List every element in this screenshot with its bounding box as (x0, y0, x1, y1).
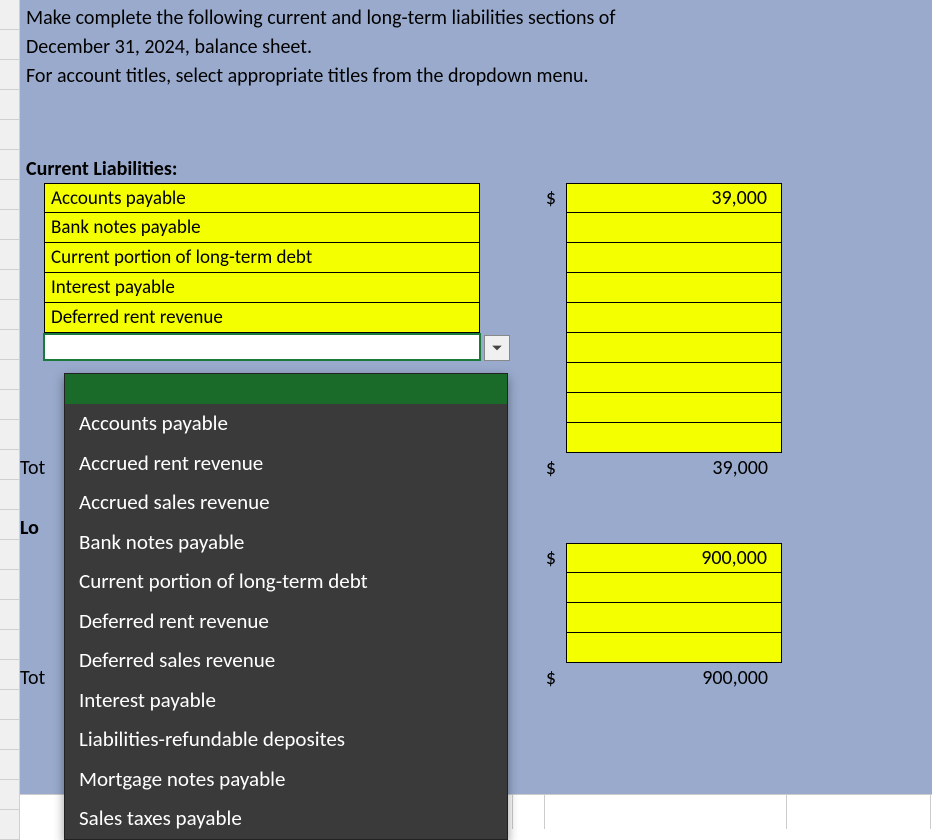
dropdown-option[interactable]: Accounts payable (65, 404, 507, 444)
value-cell[interactable]: 900,000 (566, 543, 782, 573)
total-current-value: 39,000 (566, 454, 782, 482)
dropdown-option[interactable]: Deferred sales revenue (65, 641, 507, 681)
dropdown-option[interactable]: Deferred rent revenue (65, 602, 507, 642)
value-cell[interactable] (566, 603, 782, 633)
dropdown-option[interactable]: Liabilities-refundable deposites (65, 720, 507, 760)
value-cell[interactable] (566, 393, 782, 423)
row-gutter (0, 0, 20, 828)
worksheet-content: Make complete the following current and … (20, 0, 932, 828)
spreadsheet-area: Make complete the following current and … (0, 0, 936, 828)
currency-symbol (536, 603, 566, 633)
currency-symbol (536, 573, 566, 603)
value-cell[interactable] (566, 213, 782, 243)
chevron-down-icon (491, 342, 503, 354)
currency-symbol (536, 213, 566, 243)
dropdown-option[interactable]: Accrued sales revenue (65, 483, 507, 523)
currency-symbol (536, 303, 566, 333)
account-title-cell[interactable]: Bank notes payable (44, 213, 480, 243)
dropdown-option[interactable]: Accrued rent revenue (65, 444, 507, 484)
currency-symbol (536, 243, 566, 273)
value-cell[interactable] (566, 243, 782, 273)
currency-symbol: $ (536, 666, 566, 690)
instruction-line: Make complete the following current and … (26, 4, 926, 33)
dropdown-option-blank[interactable] (65, 374, 507, 404)
instructions-block: Make complete the following current and … (20, 0, 932, 93)
instruction-line: December 31, 2024, balance sheet. (26, 33, 926, 62)
value-cell[interactable] (566, 303, 782, 333)
total-longterm-label-partial: Tot (20, 666, 45, 690)
currency-symbol (536, 273, 566, 303)
dropdown-option[interactable]: Mortgage notes payable (65, 760, 507, 800)
value-cell[interactable] (566, 273, 782, 303)
value-cell[interactable] (566, 363, 782, 393)
dropdown-option[interactable]: Interest payable (65, 681, 507, 721)
currency-symbol: $ (536, 543, 566, 573)
total-longterm-value: 900,000 (566, 664, 782, 692)
currency-symbol (536, 633, 566, 663)
account-title-cell[interactable]: Current portion of long-term debt (44, 243, 480, 273)
value-cell[interactable] (566, 573, 782, 603)
dropdown-option[interactable]: Sales taxes payable (65, 799, 507, 839)
currency-symbol: $ (536, 456, 566, 480)
dropdown-option[interactable]: Current portion of long-term debt (65, 562, 507, 602)
account-title-cell[interactable]: Accounts payable (44, 183, 480, 213)
dropdown-option[interactable]: Bank notes payable (65, 523, 507, 563)
value-cell[interactable] (566, 423, 782, 453)
active-dropdown-cell[interactable] (43, 333, 481, 361)
value-cell[interactable]: 39,000 (566, 183, 782, 213)
value-cell[interactable] (566, 333, 782, 363)
current-liabilities-header: Current Liabilities: (20, 155, 932, 183)
currency-symbol: $ (536, 183, 566, 213)
dropdown-toggle-button[interactable] (484, 335, 510, 361)
dropdown-list[interactable]: Accounts payable Accrued rent revenue Ac… (64, 373, 508, 840)
account-title-cell[interactable]: Interest payable (44, 273, 480, 303)
total-current-label-partial: Tot (20, 456, 45, 480)
account-title-cell[interactable]: Deferred rent revenue (44, 303, 480, 333)
value-cell[interactable] (566, 633, 782, 663)
instruction-line: For account titles, select appropriate t… (26, 62, 926, 91)
longterm-header-partial: Lo (20, 516, 39, 540)
